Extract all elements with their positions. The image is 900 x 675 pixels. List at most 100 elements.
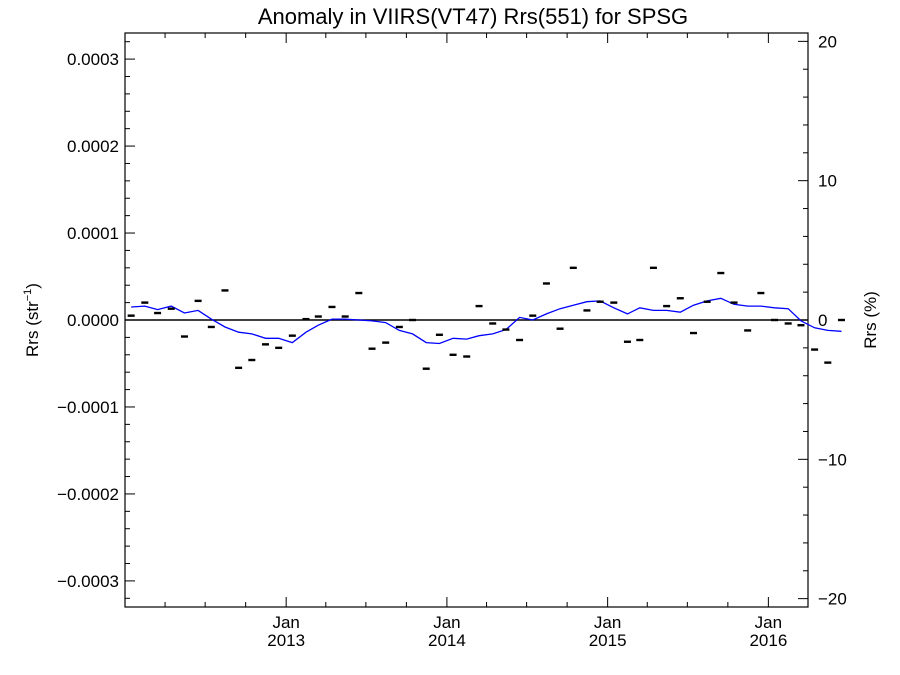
data-point-marker [275,346,283,350]
data-point [744,329,752,332]
data-point-marker [261,343,269,346]
data-point [261,343,269,346]
line-series-layer [131,297,842,345]
data-point-marker [824,361,832,364]
data-point [717,271,725,275]
y-right-tick-label: 10 [818,172,837,191]
data-point [703,300,711,303]
x-tick-month-label: Jan [272,613,299,632]
data-point-marker [435,333,443,336]
y-left-tick-label: −0.0001 [57,398,119,417]
y-right-tick-label: −20 [818,590,847,609]
x-tick-year-label: 2014 [428,631,466,650]
data-point [409,318,417,322]
data-point-marker [449,353,457,356]
data-point [636,338,644,342]
data-point [368,347,376,350]
data-point-marker [744,329,752,332]
data-point [395,325,403,329]
data-point-marker [837,318,845,322]
data-point [141,301,149,304]
data-point-marker [569,266,577,270]
x-tick-year-label: 2015 [589,631,627,650]
data-point [676,297,684,300]
data-point-marker [328,305,336,309]
data-point-marker [636,338,644,342]
data-point [610,301,618,304]
data-point-marker [529,314,537,317]
tick-layer [125,33,808,607]
data-point [475,304,483,308]
data-point-marker [127,314,135,317]
y-left-tick-label: 0.0003 [67,50,119,69]
data-point-marker [248,358,256,362]
data-point-marker [784,322,792,325]
data-point [207,325,215,329]
data-point-marker [690,331,698,335]
data-point-marker [463,355,471,358]
data-point [663,304,671,308]
y-left-tick-label: −0.0003 [57,572,119,591]
x-tick-month-label: Jan [755,613,782,632]
data-point-marker [207,325,215,329]
y-axis-left-label-exponent: −1 [22,289,34,302]
data-point-marker [288,334,296,337]
data-point-marker [663,304,671,308]
data-point [382,341,390,344]
data-point [797,324,805,327]
x-tick-year-label: 2016 [749,631,787,650]
y-axis-right-label: Rrs (%) [861,291,880,349]
data-point [623,340,631,343]
data-point [596,300,604,303]
data-point [341,315,349,318]
data-point-marker [382,341,390,344]
y-left-tick-label: 0.0002 [67,137,119,156]
data-point [180,335,188,338]
data-point-marker [475,304,483,308]
data-point-marker [180,335,188,338]
x-tick-year-label: 2013 [267,631,305,650]
data-point-marker [703,300,711,303]
data-point-marker [167,307,175,310]
data-point [275,346,283,350]
data-point-marker [395,325,403,329]
data-point [516,338,524,342]
data-point [757,291,765,295]
data-point [649,266,657,270]
data-point [730,301,738,304]
data-point-marker [422,367,430,370]
y-right-tick-label: −10 [818,450,847,469]
data-point-marker [194,299,202,303]
data-point [154,311,162,315]
data-point [194,299,202,303]
data-point [127,314,135,317]
data-point-marker [355,291,363,295]
y-right-tick-label: 0 [818,311,827,330]
data-point-marker [649,266,657,270]
data-point-marker [235,366,243,370]
x-tick-month-label: Jan [433,613,460,632]
data-point-marker [341,315,349,318]
points-series-layer [127,266,845,370]
data-point-marker [516,338,524,342]
data-point [569,266,577,270]
data-point [489,322,497,325]
y-right-tick-label: 20 [818,32,837,51]
y-left-tick-label: 0.0000 [67,311,119,330]
data-point-marker [717,271,725,275]
data-point [583,309,591,312]
data-point-marker [409,318,417,322]
data-point-marker [623,340,631,343]
tick-label-layer: 0.0003 0.0002 0.0001 0.0000 −0.0001 −0.0002 −0… [57,32,847,650]
data-point-marker [489,322,497,325]
data-point [248,358,256,362]
data-point-marker [502,328,510,331]
data-point [235,366,243,370]
data-point [314,315,322,318]
data-point-marker [583,309,591,312]
data-point [771,318,779,322]
data-point-marker [154,311,162,315]
data-point-marker [771,318,779,322]
data-point-marker [610,301,618,304]
